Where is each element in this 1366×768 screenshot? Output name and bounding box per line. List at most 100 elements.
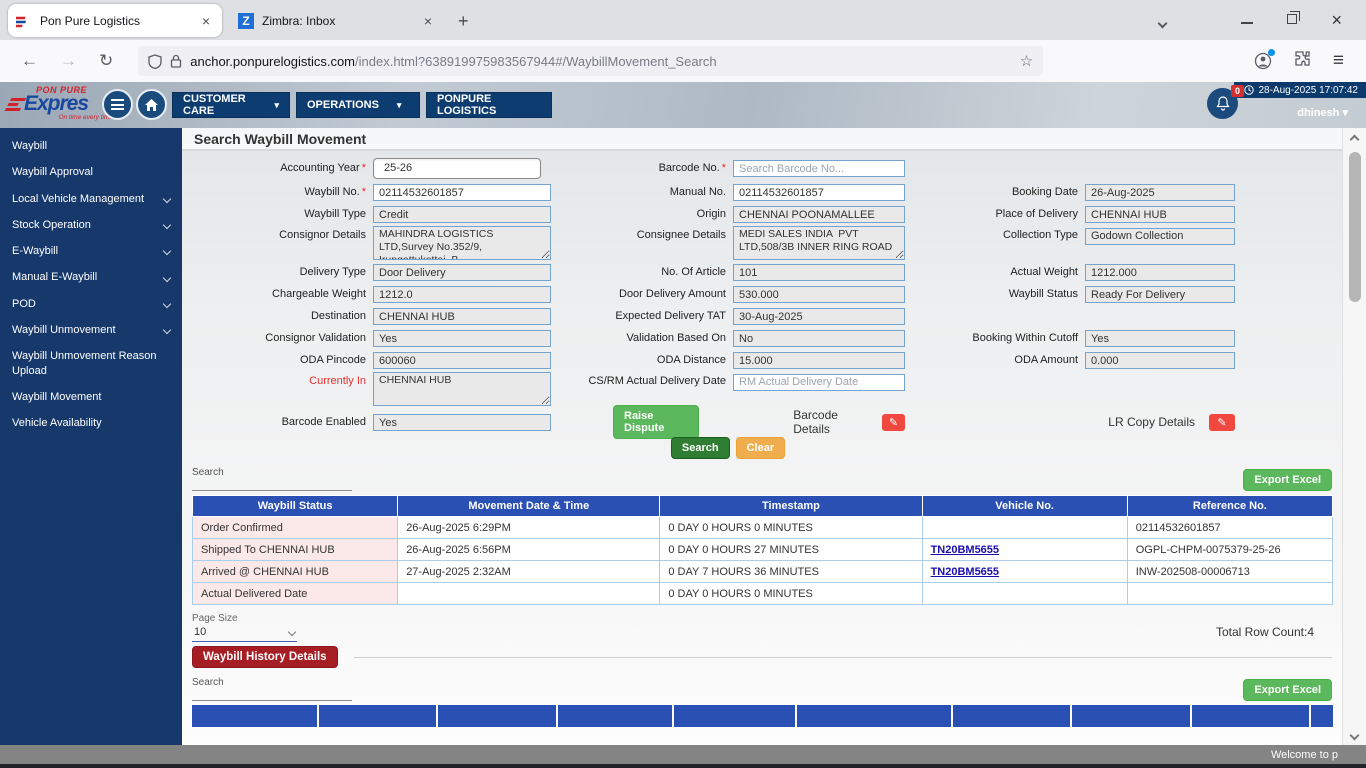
accounting-year-select[interactable]: 25-26 [373,157,551,179]
notifications-button[interactable]: 0 [1207,85,1244,119]
column-header[interactable]: Reference No. [1126,495,1334,517]
bell-icon [1215,96,1230,111]
scroll-down-icon[interactable] [1349,730,1360,741]
waybill-no-input[interactable] [373,184,551,202]
tab-pon-pure-logistics[interactable]: Pon Pure Logistics × [8,4,222,37]
door-delivery-amount-field [733,286,905,304]
barcode-details-edit-button[interactable]: ✎ [882,413,905,431]
column-header[interactable]: Timestamp [659,495,923,517]
lr-copy-details-edit-button[interactable]: ✎ [1209,413,1235,431]
sidebar-item-waybill[interactable]: Waybill [12,140,48,152]
shield-icon[interactable] [148,53,162,69]
sidebar-item-local-vehicle-management[interactable]: Local Vehicle Management [0,186,182,212]
url-bar[interactable]: anchor.ponpurelogistics.com/index.html?6… [138,46,1044,76]
validation-based-on-label: Validation Based On [626,332,726,344]
account-icon[interactable] [1254,49,1275,70]
consignor-details-textarea[interactable]: MAHINDRA LOGISTICS LTD,Survey No.352/9, … [373,226,551,260]
sidebar-item-waybill-movement[interactable]: Waybill Movement [12,390,102,403]
page-scrollbar[interactable] [1342,128,1366,768]
sidebar-item-manual-e-waybill[interactable]: Manual E-Waybill [0,264,182,290]
browser-menu-icon[interactable]: ≡ [1332,50,1344,71]
actual-weight-label: Actual Weight [1010,266,1078,278]
consignor-validation-field [373,330,551,348]
sidebar-item-e-waybill[interactable]: E-Waybill [0,238,182,264]
extensions-puzzle-icon[interactable] [1294,50,1311,72]
barcode-enabled-field [373,414,551,432]
menu-customer-care[interactable]: CUSTOMER CARE ▾ [172,92,290,118]
currently-in-textarea[interactable]: CHENNAI HUB [373,372,551,406]
notification-count-badge: 0 [1230,85,1244,97]
vehicle-link[interactable]: TN20BM5655 [930,565,1000,578]
history-search-input[interactable] [192,688,352,701]
browser-tab-bar: Pon Pure Logistics × Z Zimbra: Inbox × +… [0,0,1366,40]
sidebar-item-stock-operation[interactable]: Stock Operation [0,212,182,238]
column-header[interactable]: Movement Date & Time [397,495,661,517]
export-excel-button-2[interactable]: Export Excel [1243,679,1332,701]
search-button[interactable]: Search [670,437,730,459]
window-restore-button[interactable] [1287,11,1301,29]
collection-type-label: Collection Type [1002,229,1078,241]
bookmark-star-icon[interactable]: ☆ [1019,53,1034,70]
back-icon[interactable]: ← [21,51,38,70]
search-form: Accounting Year* 25-26 Barcode No.* Wayb… [190,156,1342,460]
chevron-down-icon [287,627,297,637]
scroll-up-icon[interactable] [1349,134,1360,145]
window-minimize-button[interactable] [1241,11,1254,29]
sidebar-item-waybill-approval[interactable]: Waybill Approval [12,166,93,179]
vehicle-link[interactable]: TN20BM5655 [930,543,1000,556]
reload-icon[interactable]: ↻ [99,51,114,70]
status-marquee-bar: Welcome to p [0,745,1366,764]
manual-no-input[interactable] [733,184,905,202]
sidebar-item-waybill-unmovement-reason-upload[interactable]: Waybill Unmovement Reason Upload [12,350,157,377]
app-hamburger-button[interactable] [102,89,133,120]
oda-distance-field [733,352,905,370]
raise-dispute-button[interactable]: Raise Dispute [613,405,700,439]
tab-close-icon[interactable]: × [423,12,432,29]
edit-icon: ✎ [888,416,899,429]
window-close-button[interactable]: × [1331,10,1342,30]
barcode-no-input[interactable] [733,160,905,178]
new-tab-button[interactable]: + [458,11,469,31]
sidebar-item-vehicle-availability[interactable]: Vehicle Availability [12,417,102,430]
chevron-down-icon [162,247,172,256]
app-top-bar: 28-Aug-2025 17:07:42 PON PURE Expres On … [0,82,1366,128]
oda-pincode-field [373,352,551,370]
chargeable-weight-field [373,286,551,304]
divider [353,656,1332,658]
export-excel-button[interactable]: Export Excel [1243,469,1332,491]
page-size-label: Page Size [192,613,238,624]
scrollbar-thumb[interactable] [1349,152,1361,302]
edit-icon: ✎ [1217,416,1227,429]
menu-operations[interactable]: OPERATIONS ▾ [296,92,420,118]
tab-zimbra-inbox[interactable]: Z Zimbra: Inbox × [230,4,444,37]
table-row: Order Confirmed 26-Aug-2025 6:29PM 0 DAY… [191,516,1334,539]
table-search-input[interactable] [192,478,352,491]
forward-icon[interactable]: → [60,51,77,70]
sidebar-item-waybill-unmovement[interactable]: Waybill Unmovement [0,317,182,343]
waybill-history-details-button[interactable]: Waybill History Details [192,646,338,668]
page-title: Search Waybill Movement [182,128,1342,151]
user-menu[interactable]: dhinesh ▾ [1297,107,1348,119]
consignee-details-textarea[interactable]: MEDI SALES INDIA PVT LTD,508/3B INNER RI… [733,226,905,260]
hamburger-icon [111,99,124,110]
column-header[interactable]: Vehicle No. [921,495,1128,517]
waybill-type-field [373,206,551,224]
app-logo[interactable]: PON PURE Expres On time every time [4,85,113,121]
chevron-down-icon [162,220,172,230]
clear-button[interactable]: Clear [735,437,786,459]
tab-list-chevron-icon[interactable] [1157,14,1168,32]
history-search-label: Search [192,677,224,688]
home-button[interactable] [136,89,167,120]
door-delivery-amount-label: Door Delivery Amount [619,288,726,300]
column-header[interactable]: Waybill Status [191,495,399,517]
place-of-delivery-field [1085,206,1235,224]
tab-close-icon[interactable]: × [201,12,210,29]
history-table-header [192,705,1333,727]
cs-rm-actual-delivery-date-input[interactable] [733,373,905,391]
no-of-article-label: No. Of Article [661,266,726,278]
lock-icon[interactable] [170,54,182,68]
page-size-select[interactable]: 10 [192,624,297,642]
sidebar-item-pod[interactable]: POD [0,291,182,317]
main-content: Search Waybill Movement Accounting Year *… [182,128,1342,745]
menu-ponpure-logistics[interactable]: PONPURE LOGISTICS [426,92,552,118]
